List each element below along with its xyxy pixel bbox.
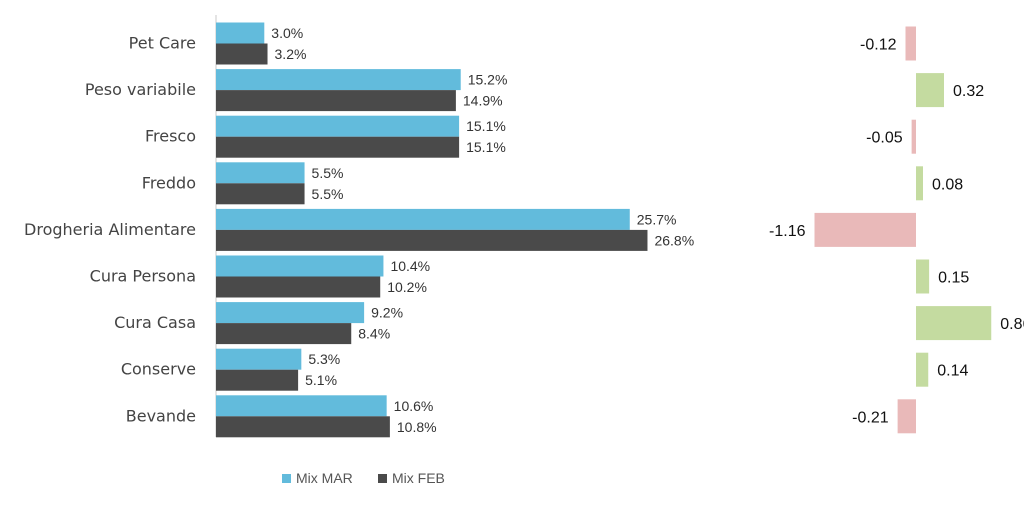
- bar-mix-mar-drogheria-alimentare: [216, 208, 630, 230]
- value-label-mix-mar-cura-persona: 10.4%: [390, 258, 430, 274]
- diff-label-pet-care: -0.12: [860, 37, 897, 54]
- value-label-mix-feb-cura-persona: 10.2%: [387, 279, 427, 295]
- category-label-bevande: Bevande: [126, 406, 196, 425]
- bar-mix-mar-fresco: [216, 115, 460, 137]
- diff-label-conserve: 0.14: [937, 363, 968, 380]
- value-label-mix-mar-pet-care: 3.0%: [271, 25, 303, 41]
- legend-swatch-mix-mar: [282, 474, 291, 483]
- value-label-mix-mar-bevande: 10.6%: [394, 398, 434, 414]
- bar-mix-mar-conserve: [216, 348, 302, 370]
- value-label-mix-mar-conserve: 5.3%: [308, 351, 340, 367]
- diff-label-drogheria-alimentare: -1.16: [769, 223, 806, 240]
- diff-bar-cura-persona: [916, 259, 930, 294]
- value-label-mix-feb-conserve: 5.1%: [305, 372, 337, 388]
- bar-mix-feb-fresco: [216, 136, 460, 158]
- bar-mix-mar-cura-casa: [216, 302, 365, 324]
- mix-bar-chart: Pet Care 3.0% 3.2% Peso variabile 15.2% 14.9%…: [24, 15, 694, 438]
- diff-label-cura-persona: 0.15: [938, 270, 969, 287]
- bar-mix-mar-freddo: [216, 162, 305, 184]
- value-label-mix-feb-peso-variabile: 14.9%: [463, 93, 503, 109]
- bar-mix-mar-peso-variabile: [216, 69, 461, 91]
- category-label-peso-variabile: Peso variabile: [85, 80, 196, 99]
- diff-label-peso-variabile: 0.32: [953, 83, 984, 100]
- value-label-mix-feb-bevande: 10.8%: [397, 419, 437, 435]
- diff-bar-drogheria-alimentare: [814, 212, 916, 247]
- value-label-mix-mar-freddo: 5.5%: [312, 165, 344, 181]
- legend-swatch-mix-feb: [378, 474, 387, 483]
- bar-mix-feb-conserve: [216, 369, 299, 391]
- value-label-mix-feb-drogheria-alimentare: 26.8%: [654, 232, 694, 248]
- diff-bar-cura-casa: [916, 306, 992, 341]
- diff-bar-peso-variabile: [916, 73, 944, 108]
- value-label-mix-feb-fresco: 15.1%: [466, 139, 506, 155]
- bar-mix-feb-freddo: [216, 183, 305, 205]
- value-label-mix-mar-peso-variabile: 15.2%: [468, 72, 508, 88]
- chart-legend: Mix MAR Mix FEB: [282, 470, 445, 486]
- diff-bar-freddo: [916, 166, 923, 201]
- diff-label-fresco: -0.05: [866, 130, 903, 147]
- bar-mix-mar-bevande: [216, 395, 387, 417]
- value-label-mix-feb-freddo: 5.5%: [312, 186, 344, 202]
- category-label-drogheria-alimentare: Drogheria Alimentare: [24, 220, 196, 239]
- category-label-pet-care: Pet Care: [129, 34, 196, 53]
- category-label-freddo: Freddo: [142, 173, 196, 192]
- bar-mix-mar-pet-care: [216, 22, 265, 44]
- diff-bar-bevande: [897, 399, 916, 434]
- diff-bar-pet-care: [905, 26, 916, 61]
- bar-mix-feb-peso-variabile: [216, 90, 456, 112]
- difference-bar-chart: -0.12 0.32 -0.05 0.08 -1.16 0.15 0.86 0.14 -0.21: [769, 26, 1024, 434]
- bar-mix-feb-bevande: [216, 416, 390, 438]
- bar-mix-feb-pet-care: [216, 43, 268, 65]
- diff-bar-fresco: [911, 119, 916, 154]
- legend-label-mix-feb: Mix FEB: [392, 470, 445, 486]
- category-label-cura-persona: Cura Persona: [90, 267, 196, 286]
- legend-label-mix-mar: Mix MAR: [296, 470, 353, 486]
- bar-mix-feb-drogheria-alimentare: [216, 229, 648, 251]
- category-label-cura-casa: Cura Casa: [114, 313, 196, 332]
- value-label-mix-mar-drogheria-alimentare: 25.7%: [637, 211, 677, 227]
- value-label-mix-feb-pet-care: 3.2%: [275, 46, 307, 62]
- diff-bar-conserve: [916, 352, 929, 387]
- value-label-mix-feb-cura-casa: 8.4%: [358, 326, 390, 342]
- category-label-fresco: Fresco: [145, 127, 196, 146]
- bar-mix-feb-cura-persona: [216, 276, 381, 298]
- bar-mix-feb-cura-casa: [216, 323, 352, 345]
- category-label-conserve: Conserve: [121, 360, 196, 379]
- value-label-mix-mar-fresco: 15.1%: [466, 118, 506, 134]
- diff-label-cura-casa: 0.86: [1000, 316, 1024, 333]
- value-label-mix-mar-cura-casa: 9.2%: [371, 305, 403, 321]
- diff-label-freddo: 0.08: [932, 176, 963, 193]
- diff-label-bevande: -0.21: [852, 409, 889, 426]
- bar-mix-mar-cura-persona: [216, 255, 384, 277]
